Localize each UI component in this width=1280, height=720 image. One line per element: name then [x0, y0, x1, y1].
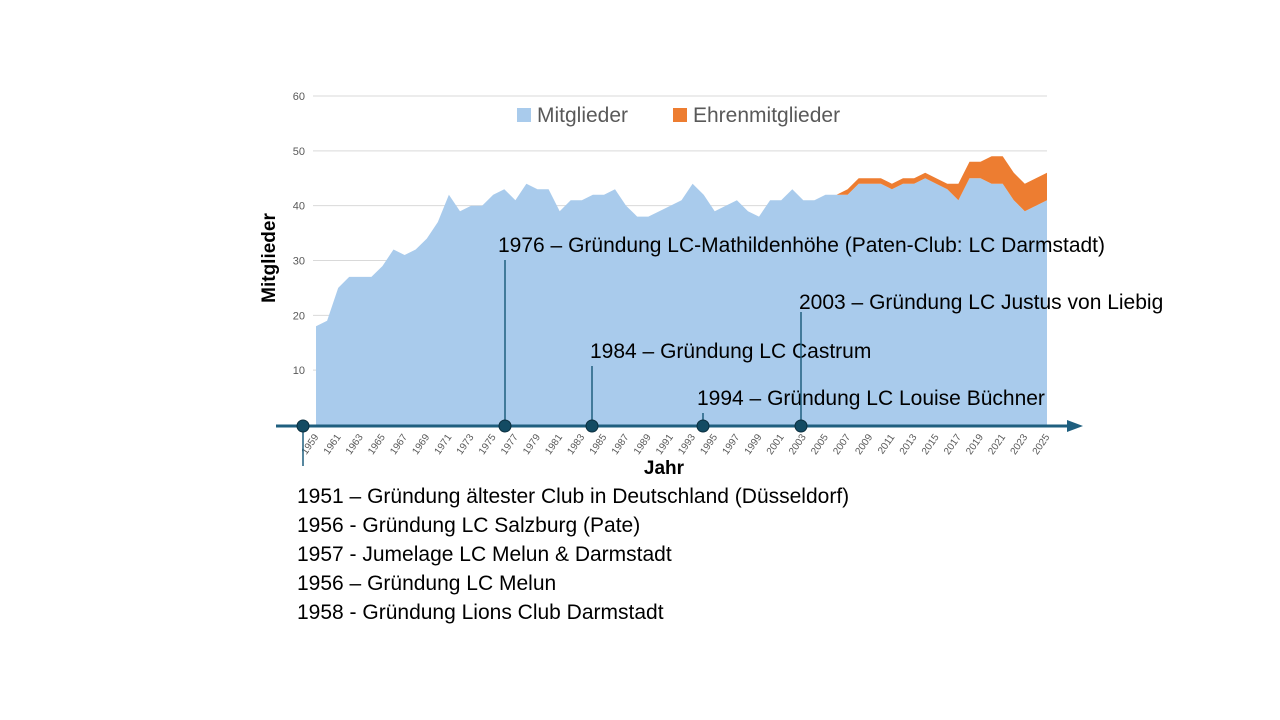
x-tick-label: 2015 [920, 432, 942, 457]
y-tick-label: 20 [293, 310, 305, 322]
x-tick-label: 2001 [765, 432, 787, 457]
note-item: 1958 - Gründung Lions Club Darmstadt [297, 601, 664, 624]
milestone-label: 1976 – Gründung LC-Mathildenhöhe (Paten-… [498, 234, 1105, 257]
x-tick-label: 2005 [809, 432, 831, 457]
milestone-marker [585, 419, 599, 433]
y-tick-label: 40 [293, 201, 305, 213]
x-tick-label: 1981 [543, 432, 565, 457]
y-tick-label: 10 [293, 365, 305, 377]
y-axis-ticks: 10 20 30 40 50 60 [293, 91, 305, 377]
x-tick-label: 1971 [433, 432, 455, 457]
x-tick-label: 1963 [344, 432, 366, 457]
milestone-label: 1984 – Gründung LC Castrum [590, 340, 871, 363]
legend-label: Ehrenmitglieder [693, 104, 840, 127]
milestone-marker [498, 419, 512, 433]
x-tick-label: 2009 [853, 432, 875, 457]
x-tick-label: 1983 [566, 432, 588, 457]
milestone-marker [296, 419, 310, 433]
x-tick-label: 1969 [410, 432, 432, 457]
x-tick-label: 1989 [632, 432, 654, 457]
legend-swatch [517, 108, 531, 122]
y-tick-label: 30 [293, 256, 305, 268]
y-axis-title: Mitglieder [259, 213, 280, 303]
series-area-ehrenmitglieder [316, 156, 1047, 327]
x-tick-label: 1999 [743, 432, 765, 457]
x-tick-label: 1985 [588, 432, 610, 457]
x-tick-label: 2007 [831, 432, 853, 457]
x-tick-label: 1973 [455, 432, 477, 457]
milestone-label: 1994 – Gründung LC Louise Büchner [697, 387, 1045, 410]
x-axis-ticks: 1959 1961 1963 1965 1967 1969 1971 1973 1975 1977… [300, 432, 1053, 457]
note-item: 1956 – Gründung LC Melun [297, 572, 557, 595]
x-tick-label: 2011 [876, 432, 898, 456]
x-tick-label: 2023 [1009, 432, 1031, 457]
x-tick-label: 1987 [610, 432, 632, 457]
series-area-mitglieder [316, 178, 1047, 425]
x-tick-label: 2021 [986, 432, 1008, 457]
y-tick-label: 60 [293, 91, 305, 103]
timeline-arrowhead [1067, 420, 1083, 432]
x-axis-title: Jahr [644, 458, 685, 479]
x-tick-label: 1977 [499, 432, 521, 457]
x-tick-label: 1975 [477, 432, 499, 457]
x-tick-label: 1979 [521, 432, 543, 457]
note-item: 1956 - Gründung LC Salzburg (Pate) [297, 514, 641, 537]
timeline: 1976 – Gründung LC-Mathildenhöhe (Paten-… [276, 234, 1163, 466]
milestone-marker [696, 419, 710, 433]
x-tick-label: 1967 [388, 432, 410, 457]
x-tick-label: 2025 [1031, 432, 1053, 457]
legend-swatch [673, 108, 687, 122]
note-item: 1951 – Gründung ältester Club in Deutsch… [297, 485, 850, 508]
legend: Mitglieder Ehrenmitglieder [517, 104, 840, 127]
area-series [316, 156, 1047, 425]
x-tick-label: 1965 [366, 432, 388, 457]
note-item: 1957 - Jumelage LC Melun & Darmstadt [297, 543, 672, 566]
x-tick-label: 1995 [698, 432, 720, 457]
x-tick-label: 1991 [654, 432, 676, 457]
x-tick-label: 2013 [898, 432, 920, 457]
x-tick-label: 1961 [322, 432, 344, 457]
milestone-marker [794, 419, 808, 433]
x-tick-label: 2019 [964, 432, 986, 457]
x-tick-label: 2017 [942, 432, 964, 457]
milestone-label: 2003 – Gründung LC Justus von Liebig [799, 291, 1163, 314]
x-tick-label: 2003 [787, 432, 809, 457]
y-tick-label: 50 [293, 146, 305, 158]
x-tick-label: 1993 [676, 432, 698, 457]
history-notes: 1951 – Gründung ältester Club in Deutsch… [297, 482, 849, 627]
legend-label: Mitglieder [537, 104, 628, 127]
x-tick-label: 1997 [721, 432, 743, 457]
